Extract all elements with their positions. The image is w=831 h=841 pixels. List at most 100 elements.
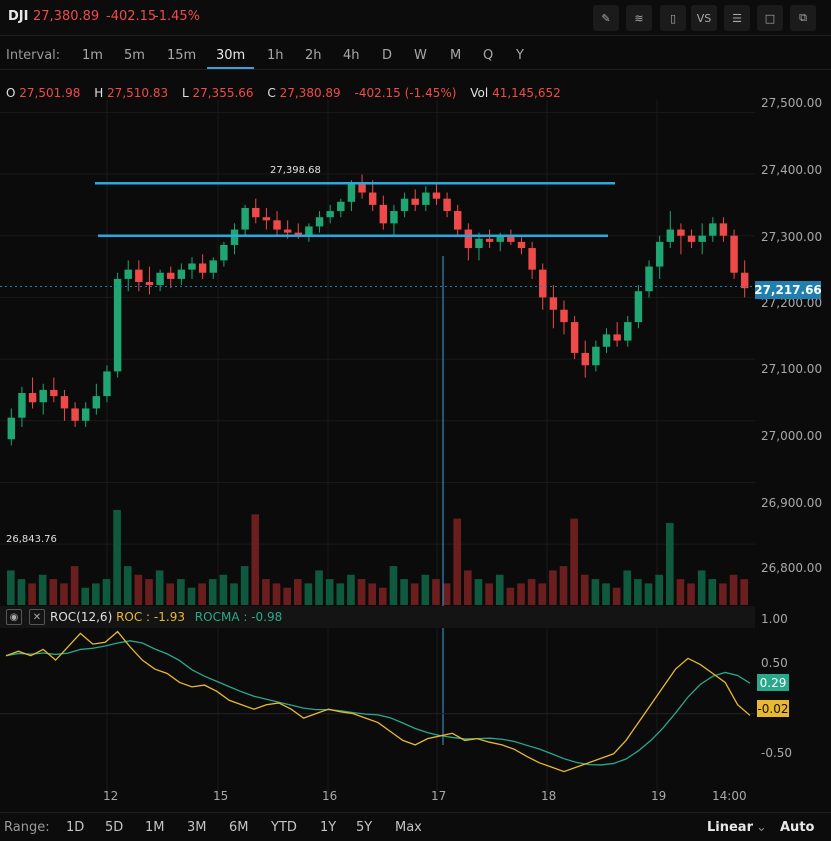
interval-y[interactable]: Y <box>516 48 524 63</box>
range-3m[interactable]: 3M <box>187 820 207 835</box>
volume-value: 41,145,652 <box>492 86 561 100</box>
volume-bar <box>283 587 291 605</box>
volume-bar <box>495 574 504 605</box>
chevron-down-icon[interactable]: ⌄ <box>756 820 767 835</box>
candle-body <box>422 192 430 205</box>
range-1y[interactable]: 1Y <box>320 820 337 835</box>
candle-body <box>517 241 526 249</box>
interval-4h[interactable]: 4h <box>343 48 360 63</box>
fullscreen-icon[interactable]: □ <box>757 5 783 31</box>
volume-bar <box>230 583 238 605</box>
candle-body <box>549 297 558 310</box>
volume-bar <box>17 579 26 605</box>
candles-icon[interactable]: ▯ <box>660 5 686 31</box>
settings-sliders-icon[interactable]: ☰ <box>724 5 750 31</box>
candle-body <box>60 396 69 409</box>
candle-body <box>602 334 611 347</box>
time-tick: 17 <box>431 789 447 803</box>
price-tick: 26,800.00 <box>761 561 823 575</box>
range-5y[interactable]: 5Y <box>356 820 373 835</box>
range-1d[interactable]: 1D <box>66 820 85 835</box>
volume-bar <box>719 583 727 605</box>
rocma-line <box>5 640 751 766</box>
volume-bar <box>432 579 440 605</box>
change-value: -402.15 (-1.45%) <box>354 86 457 100</box>
volume-bar <box>325 579 334 605</box>
time-tick: 12 <box>103 789 119 803</box>
candle-body <box>655 241 664 267</box>
volume-bar <box>549 570 557 605</box>
volume-bar <box>49 579 58 605</box>
candle-body <box>230 229 239 245</box>
compare-button[interactable]: VS <box>691 5 717 31</box>
low-annotation: 26,843.76 <box>6 534 57 545</box>
candle-body <box>581 352 589 366</box>
volume-bar <box>644 583 653 605</box>
volume-label: Vol <box>470 86 489 100</box>
roc-line <box>5 630 751 773</box>
candle-body <box>71 408 79 421</box>
volume-bar <box>687 583 695 605</box>
interval-1h[interactable]: 1h <box>267 48 284 63</box>
candle-body <box>677 229 685 236</box>
volume-bar <box>240 566 249 605</box>
interval-d[interactable]: D <box>382 48 393 63</box>
close-icon[interactable]: ✕ <box>29 609 45 625</box>
candle-body <box>390 211 398 224</box>
windows-icon[interactable]: ⧉ <box>790 5 816 31</box>
scale-select[interactable]: Linear <box>707 820 753 835</box>
interval-q[interactable]: Q <box>483 48 494 63</box>
roc-tick: 1.00 <box>761 612 788 626</box>
candle-body <box>7 417 16 440</box>
eye-icon[interactable]: ◉ <box>6 609 22 625</box>
price-tick: 27,000.00 <box>761 429 823 443</box>
range-max[interactable]: Max <box>395 820 422 835</box>
volume-bar <box>485 583 493 605</box>
candle-body <box>560 309 568 323</box>
volume-bar <box>623 570 632 605</box>
volume-bar <box>28 583 36 605</box>
interval-m[interactable]: M <box>450 48 462 63</box>
interval-1m[interactable]: 1m <box>82 48 103 63</box>
volume-bar <box>655 574 663 605</box>
roc-badge: -0.02 <box>757 700 789 717</box>
volume-bar <box>262 579 270 605</box>
volume-bar <box>293 579 302 605</box>
range-ytd[interactable]: YTD <box>271 820 297 835</box>
auto-scale-button[interactable]: Auto <box>780 820 815 835</box>
candle-body <box>453 211 462 230</box>
close-label: C <box>267 86 276 100</box>
lines-icon[interactable]: ≋ <box>626 5 652 31</box>
interval-w[interactable]: W <box>414 48 427 63</box>
symbol[interactable]: DJI <box>8 9 29 24</box>
candle-body <box>475 238 483 249</box>
candle-body <box>528 248 536 270</box>
ohlc-legend: O 27,501.98 H 27,510.83 L 27,355.66 C 27… <box>6 86 571 100</box>
volume-bar <box>612 587 621 605</box>
candle-body <box>730 235 738 273</box>
pencil-icon[interactable]: ✎ <box>593 5 619 31</box>
candle-body <box>443 198 451 212</box>
volume-bar <box>527 579 536 605</box>
volume-bar <box>538 583 547 605</box>
range-6m[interactable]: 6M <box>229 820 249 835</box>
candle-body <box>645 266 653 292</box>
price-change-pct: -1.45% <box>154 9 200 24</box>
volume-bar <box>708 579 717 605</box>
interval-30m[interactable]: 30m <box>216 48 246 63</box>
candle-body <box>698 235 706 242</box>
candle-body <box>305 226 313 236</box>
volume-bar <box>38 574 47 605</box>
interval-2h[interactable]: 2h <box>305 48 322 63</box>
price-tick: 26,900.00 <box>761 496 823 510</box>
interval-15m[interactable]: 15m <box>167 48 197 63</box>
volume-bar <box>357 579 366 605</box>
range-1m[interactable]: 1M <box>145 820 165 835</box>
volume-bar <box>580 574 589 605</box>
candle-body <box>539 269 547 298</box>
volume-bar <box>81 587 90 605</box>
candle-body <box>347 183 356 202</box>
interval-5m[interactable]: 5m <box>124 48 145 63</box>
range-5d[interactable]: 5D <box>105 820 124 835</box>
